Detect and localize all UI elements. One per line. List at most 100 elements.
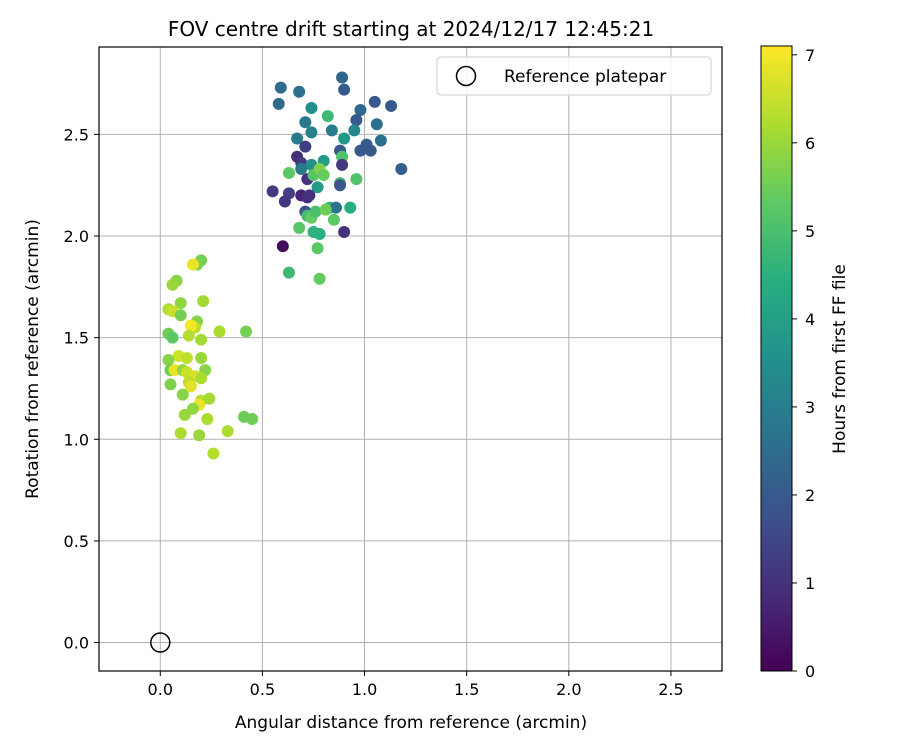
- data-point: [313, 227, 326, 240]
- x-tick-label: 0.0: [148, 680, 173, 699]
- legend-entry-reference: Reference platepar: [504, 67, 666, 87]
- data-point: [197, 295, 210, 308]
- colorbar-tick-label: 0: [805, 662, 815, 681]
- data-point: [334, 179, 347, 192]
- colorbar-tick-label: 4: [805, 310, 815, 329]
- data-point: [299, 140, 312, 153]
- colorbar-tick-label: 1: [805, 574, 815, 593]
- data-point: [317, 169, 330, 182]
- data-point: [203, 392, 216, 405]
- data-point: [195, 351, 208, 364]
- data-point: [166, 278, 179, 291]
- data-point: [193, 429, 206, 442]
- data-point: [311, 242, 324, 255]
- y-axis-label: Rotation from reference (arcmin): [23, 219, 43, 499]
- data-point: [186, 258, 199, 271]
- data-point: [368, 95, 381, 108]
- data-point: [174, 297, 187, 310]
- data-point: [293, 85, 306, 98]
- colorbar: 0 1 2 3 4 5 6 7 Hours from first FF file: [760, 45, 850, 681]
- x-axis-label: Angular distance from reference (arcmin): [235, 713, 587, 733]
- legend: Reference platepar: [436, 56, 712, 96]
- y-tick-label: 1.5: [64, 329, 89, 348]
- data-point: [291, 132, 304, 145]
- x-tick-label: 2.5: [658, 680, 683, 699]
- data-point: [305, 126, 318, 139]
- data-point: [348, 124, 361, 137]
- data-point: [176, 388, 189, 401]
- data-point: [162, 354, 175, 367]
- chart-title: FOV centre drift starting at 2024/12/17 …: [168, 17, 654, 41]
- data-point: [282, 167, 295, 180]
- y-tick-label: 2.0: [64, 227, 89, 246]
- data-point: [221, 425, 234, 438]
- data-point: [164, 378, 177, 391]
- data-point: [278, 195, 291, 208]
- data-point: [338, 83, 351, 96]
- data-point: [174, 309, 187, 322]
- data-point: [186, 402, 199, 415]
- data-point: [385, 99, 398, 112]
- colorbar-label: Hours from first FF file: [830, 264, 850, 454]
- data-points: [162, 71, 408, 460]
- plot-frame: [98, 46, 723, 672]
- data-point: [309, 205, 322, 218]
- y-tick-label: 2.5: [64, 125, 89, 144]
- data-point: [274, 81, 287, 94]
- x-tick-label: 0.5: [250, 680, 275, 699]
- x-tick-label: 1.5: [454, 680, 479, 699]
- data-point: [329, 201, 342, 214]
- data-point: [350, 173, 363, 186]
- x-tick-label: 2.0: [556, 680, 581, 699]
- data-point: [374, 134, 387, 147]
- data-point: [201, 412, 214, 425]
- data-point: [299, 116, 312, 129]
- data-point: [336, 158, 349, 171]
- plot-area: [98, 46, 723, 672]
- data-point: [174, 427, 187, 440]
- data-point: [282, 266, 295, 279]
- data-point: [321, 110, 334, 123]
- data-point: [319, 203, 332, 216]
- data-point: [370, 118, 383, 131]
- y-tick-label: 0.5: [64, 532, 89, 551]
- reference-platepar-marker: [150, 632, 171, 653]
- colorbar-ticks: 0 1 2 3 4 5 6 7: [792, 46, 815, 681]
- data-point: [360, 138, 373, 151]
- data-point: [305, 101, 318, 114]
- colorbar-tick-label: 6: [805, 134, 815, 153]
- data-point: [166, 331, 179, 344]
- data-point: [195, 372, 208, 385]
- colorbar-gradient: [760, 45, 793, 672]
- y-axis-ticks: 0.0 0.5 1.0 1.5 2.0 2.5: [64, 125, 99, 653]
- data-point: [184, 380, 197, 393]
- x-axis-ticks: 0.0 0.5 1.0 1.5 2.0 2.5: [148, 671, 684, 699]
- legend-marker-icon: [455, 65, 477, 87]
- colorbar-tick-label: 7: [805, 46, 815, 65]
- data-point: [246, 412, 259, 425]
- y-tick-label: 0.0: [64, 634, 89, 653]
- legend-box: [436, 56, 712, 96]
- y-tick-label: 1.0: [64, 430, 89, 449]
- data-point: [180, 351, 193, 364]
- data-point: [354, 104, 367, 117]
- data-point: [195, 333, 208, 346]
- data-point: [313, 272, 326, 285]
- data-point: [350, 114, 363, 127]
- data-point: [338, 225, 351, 238]
- data-point: [344, 201, 357, 214]
- data-point: [272, 97, 285, 110]
- colorbar-tick-label: 2: [805, 486, 815, 505]
- data-point: [207, 447, 220, 460]
- data-point: [303, 189, 316, 202]
- data-point: [184, 319, 197, 332]
- data-point: [311, 181, 324, 194]
- data-point: [325, 124, 338, 137]
- data-point: [240, 325, 253, 338]
- data-point: [295, 162, 308, 175]
- data-point: [338, 132, 351, 145]
- colorbar-tick-label: 3: [805, 398, 815, 417]
- data-point: [276, 240, 289, 253]
